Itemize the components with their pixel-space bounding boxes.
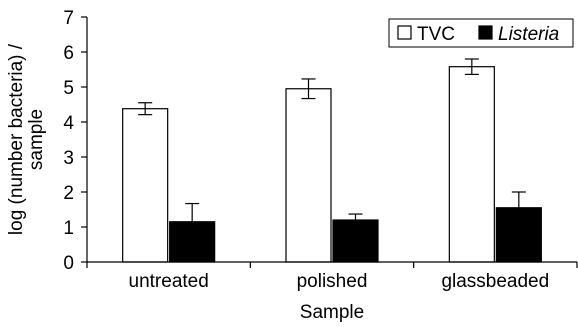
bars bbox=[122, 66, 542, 263]
y-axis-title: log (number bacteria) / sample bbox=[6, 43, 47, 235]
y-axis-ticks: 0 1 2 3 4 5 6 7 bbox=[63, 8, 87, 274]
y-tick-label: 6 bbox=[63, 43, 74, 64]
y-tick-label: 1 bbox=[63, 218, 74, 239]
bar-tvc-glassbeaded bbox=[448, 66, 495, 263]
legend-label: TVC bbox=[417, 24, 455, 45]
legend: TVC Listeria bbox=[388, 18, 574, 48]
legend-swatch bbox=[397, 25, 412, 40]
y-axis-title-line: sample bbox=[26, 109, 47, 170]
y-tick-label: 2 bbox=[63, 183, 74, 204]
legend-swatch bbox=[478, 25, 493, 40]
error-bars bbox=[138, 58, 526, 241]
y-tick-label: 7 bbox=[63, 8, 74, 29]
y-tick-label: 5 bbox=[63, 78, 74, 99]
x-tick-label: untreated bbox=[129, 271, 209, 292]
bar-tvc-polished bbox=[285, 88, 332, 263]
y-axis-title-line: log (number bacteria) / bbox=[6, 43, 27, 235]
y-tick-label: 4 bbox=[63, 113, 74, 134]
x-tick-label: glassbeaded bbox=[441, 271, 549, 292]
x-axis-ticks: untreated polished glassbeaded bbox=[86, 262, 578, 292]
y-tick-label: 3 bbox=[63, 148, 74, 169]
bar-tvc-untreated bbox=[122, 108, 169, 263]
y-tick-label: 0 bbox=[63, 253, 74, 274]
x-tick-label: polished bbox=[297, 271, 368, 292]
x-axis-title: Sample bbox=[300, 302, 364, 323]
legend-label: Listeria bbox=[498, 24, 559, 45]
